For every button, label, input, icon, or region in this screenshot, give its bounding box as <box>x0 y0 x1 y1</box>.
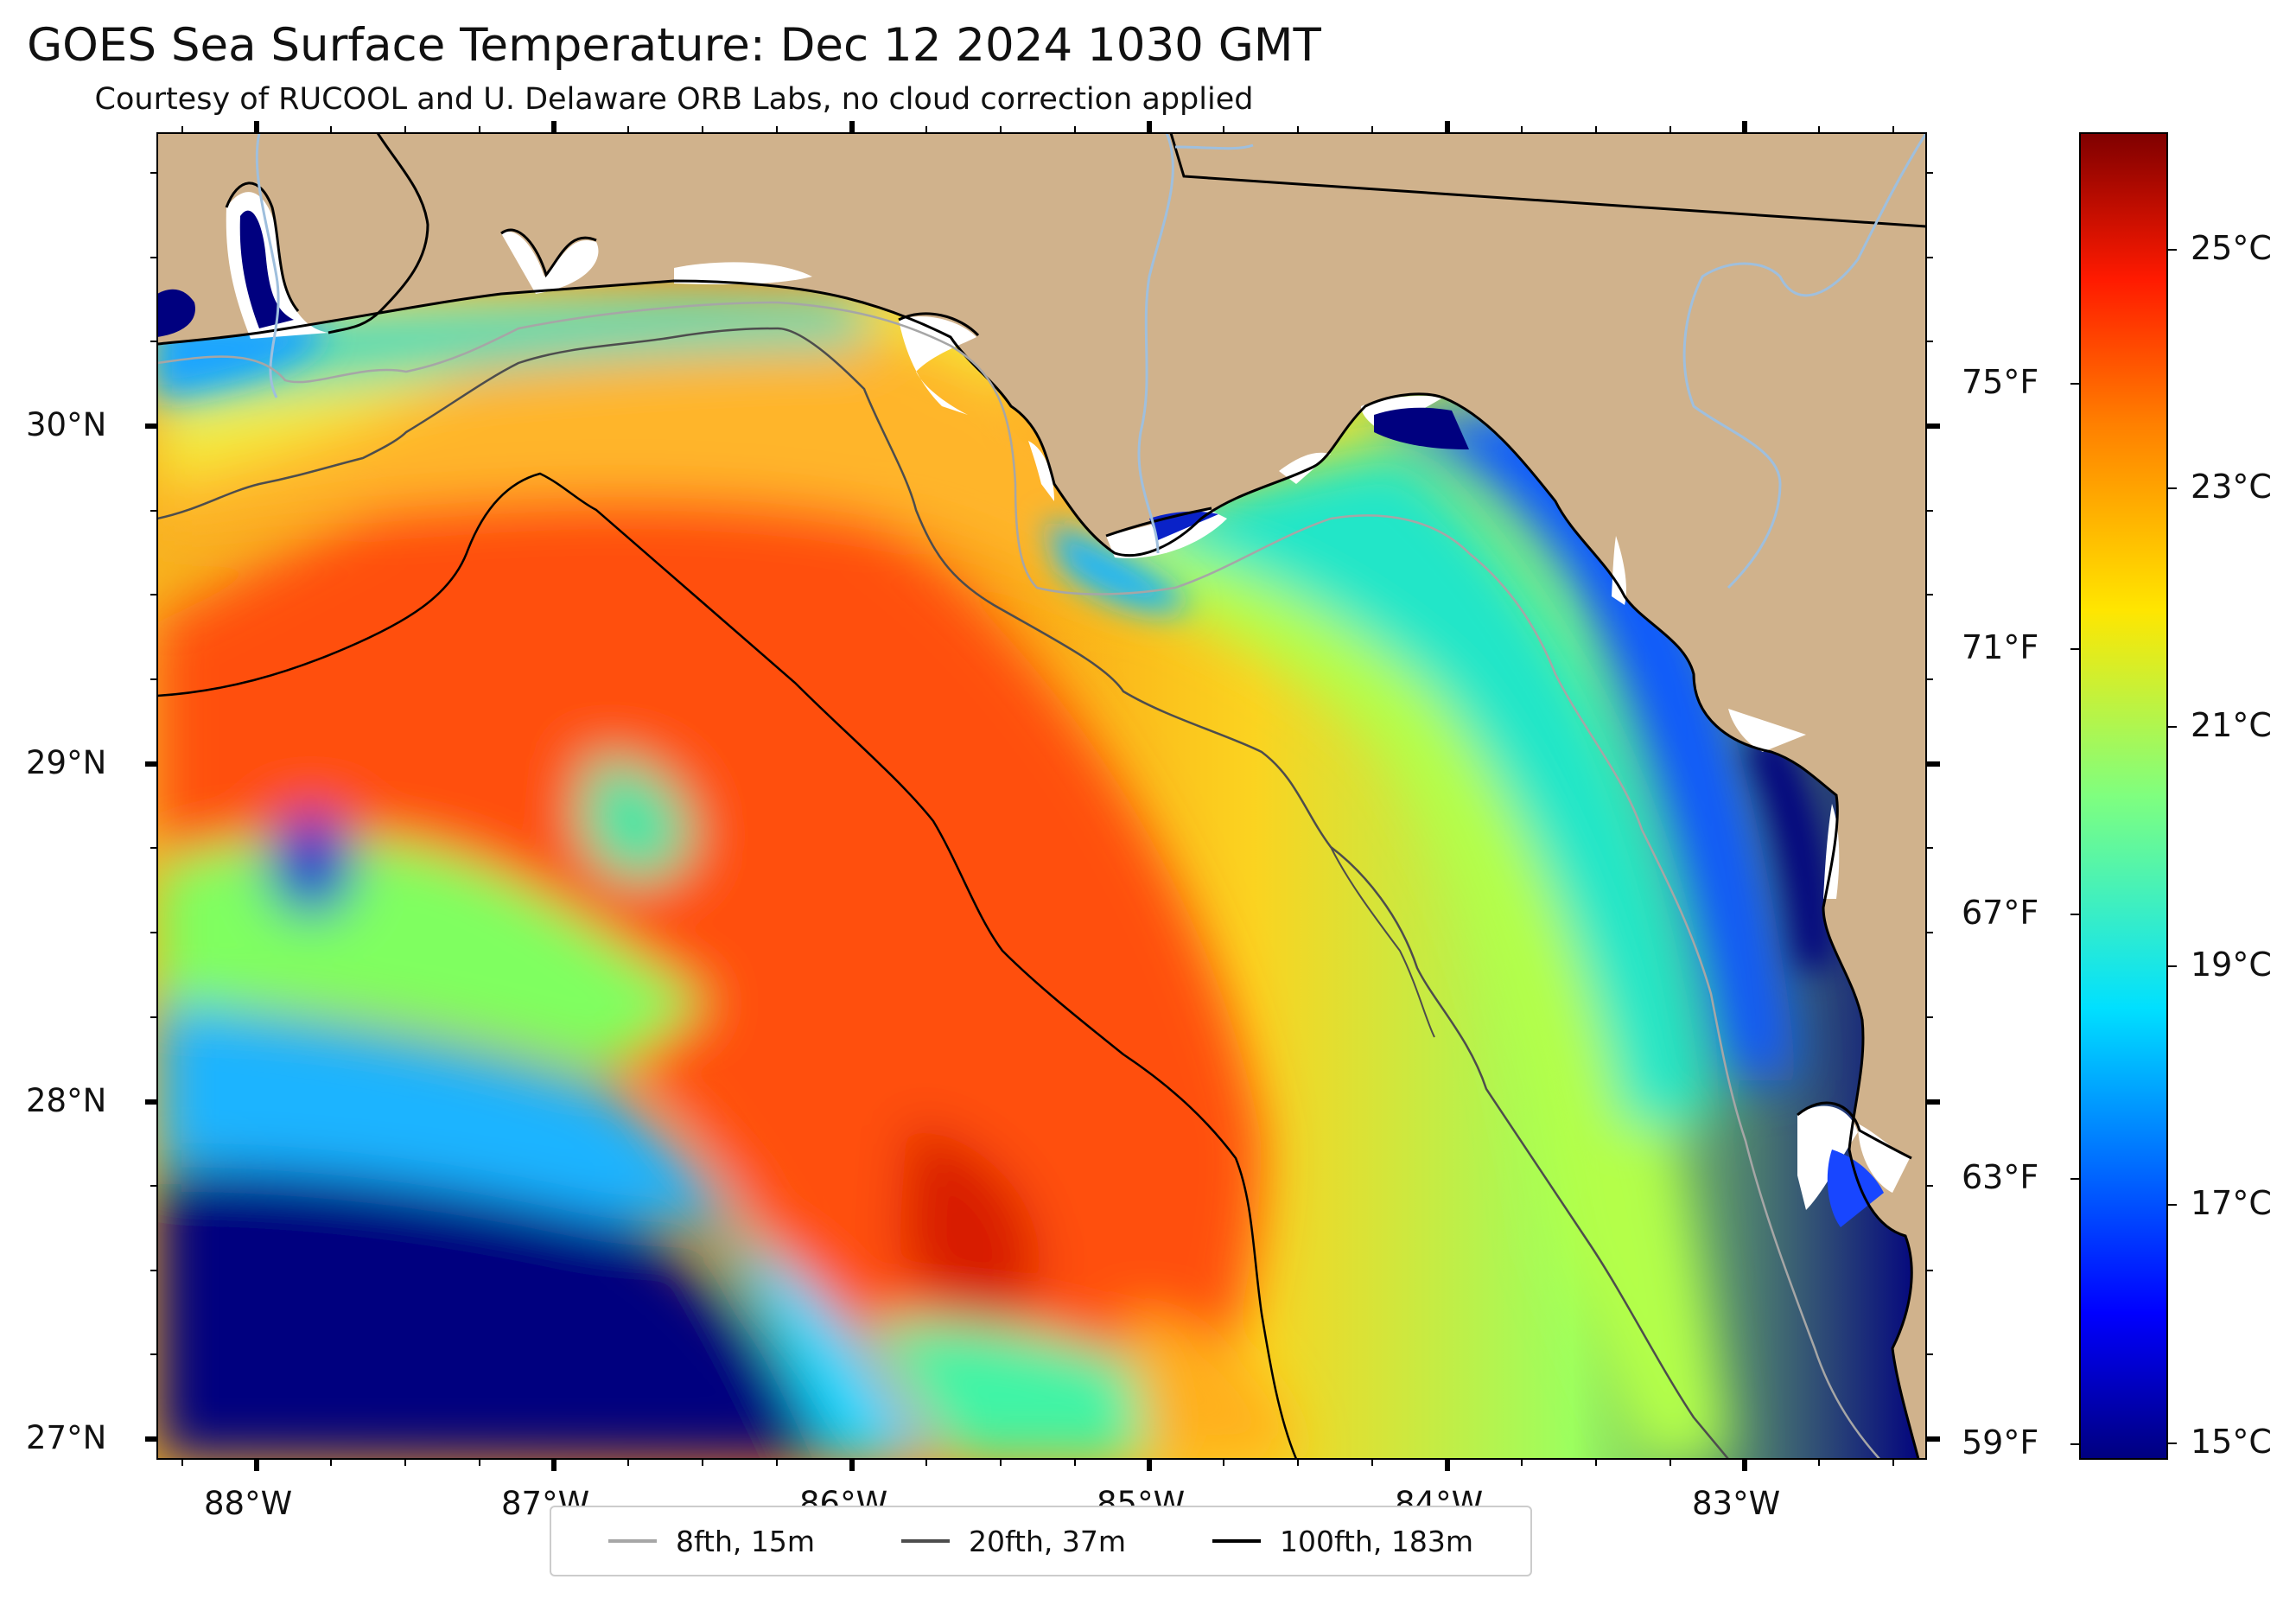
map-frame <box>156 132 1927 1460</box>
lat-label-27n: 27°N <box>26 1419 107 1456</box>
legend-label-100fth: 100fth, 183m <box>1279 1524 1473 1558</box>
colorbar-label-59f: 59°F <box>1962 1423 2039 1462</box>
contour-legend: 8fth, 15m 20fth, 37m 100fth, 183m <box>550 1506 1532 1576</box>
minor-ticks <box>150 126 1933 1466</box>
lon-label-83w: 83°W <box>1692 1485 1781 1522</box>
legend-item-8fth: 8fth, 15m <box>607 1524 815 1558</box>
legend-item-100fth: 100fth, 183m <box>1212 1525 1473 1558</box>
colorbar-label-75f: 75°F <box>1962 363 2039 401</box>
legend-swatch-20fth <box>900 1539 950 1543</box>
lat-label-28n: 28°N <box>26 1082 107 1119</box>
colorbar-label-23c: 23°C <box>2191 468 2272 506</box>
colorbar-ticks <box>2070 249 2177 1445</box>
colorbar-label-19c: 19°C <box>2191 946 2272 984</box>
lat-label-29n: 29°N <box>26 744 107 781</box>
lat-label-30n: 30°N <box>26 406 107 443</box>
colorbar-label-67f: 67°F <box>1962 894 2039 932</box>
legend-label-20fth: 20fth, 37m <box>968 1524 1126 1558</box>
colorbar-label-17c: 17°C <box>2191 1184 2272 1222</box>
coastline <box>157 133 1926 1459</box>
colorbar-label-71f: 71°F <box>1962 628 2039 666</box>
bathymetry-contours <box>157 301 1880 1459</box>
sst-field <box>157 133 1926 1459</box>
major-ticks <box>145 121 1940 1471</box>
legend-item-20fth: 20fth, 37m <box>900 1524 1126 1558</box>
lon-label-88w: 88°W <box>204 1485 293 1522</box>
legend-swatch-100fth <box>1212 1539 1261 1543</box>
land-mass <box>157 133 1926 1459</box>
map-subtitle: Courtesy of RUCOOL and U. Delaware ORB L… <box>94 82 1254 117</box>
colorbar-label-63f: 63°F <box>1962 1158 2039 1196</box>
colorbar-label-15c: 15°C <box>2191 1423 2272 1461</box>
legend-label-8fth: 8fth, 15m <box>675 1524 815 1558</box>
colorbar <box>2079 132 2168 1460</box>
colorbar-label-25c: 25°C <box>2191 229 2272 267</box>
legend-swatch-8fth <box>607 1539 657 1543</box>
map-title: GOES Sea Surface Temperature: Dec 12 202… <box>27 19 1321 72</box>
colorbar-label-21c: 21°C <box>2191 706 2272 744</box>
